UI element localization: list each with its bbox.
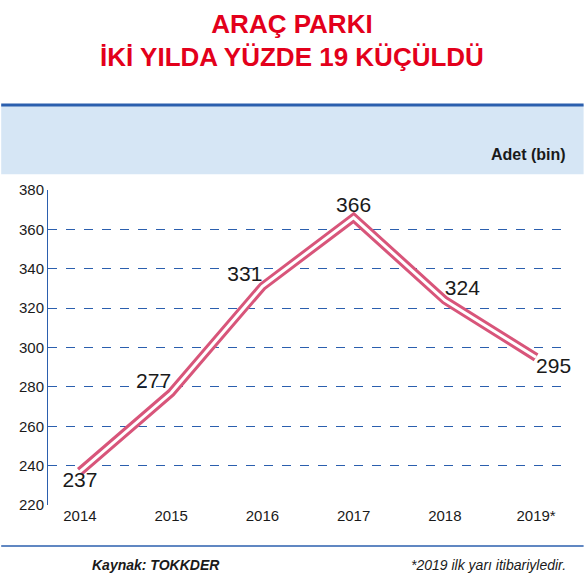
svg-text:320: 320 [19,299,44,316]
svg-text:*2019 ilk yarı itibariyledir.: *2019 ilk yarı itibariyledir. [411,557,566,573]
svg-text:324: 324 [445,276,480,299]
svg-text:331: 331 [227,262,262,285]
svg-text:2016: 2016 [246,507,279,524]
svg-text:Kaynak: TOKKDER: Kaynak: TOKKDER [92,557,220,573]
svg-text:2017: 2017 [337,507,370,524]
svg-text:340: 340 [19,260,44,277]
svg-text:237: 237 [62,468,97,491]
svg-text:295: 295 [536,354,571,377]
svg-text:366: 366 [336,193,371,216]
svg-text:Adet (bin): Adet (bin) [491,146,566,163]
svg-text:360: 360 [19,221,44,238]
svg-text:277: 277 [136,369,171,392]
svg-text:240: 240 [19,457,44,474]
svg-text:300: 300 [19,339,44,356]
svg-text:2015: 2015 [154,507,187,524]
svg-text:220: 220 [19,496,44,513]
svg-text:2019*: 2019* [516,507,555,524]
svg-text:2018: 2018 [428,507,461,524]
svg-text:260: 260 [19,418,44,435]
svg-text:380: 380 [19,181,44,198]
svg-text:2014: 2014 [63,507,96,524]
svg-text:ARAÇ PARKIİKİ YILDA YÜZDE 19 K: ARAÇ PARKIİKİ YILDA YÜZDE 19 KÜÇÜLDÜ [100,9,484,73]
svg-text:280: 280 [19,378,44,395]
